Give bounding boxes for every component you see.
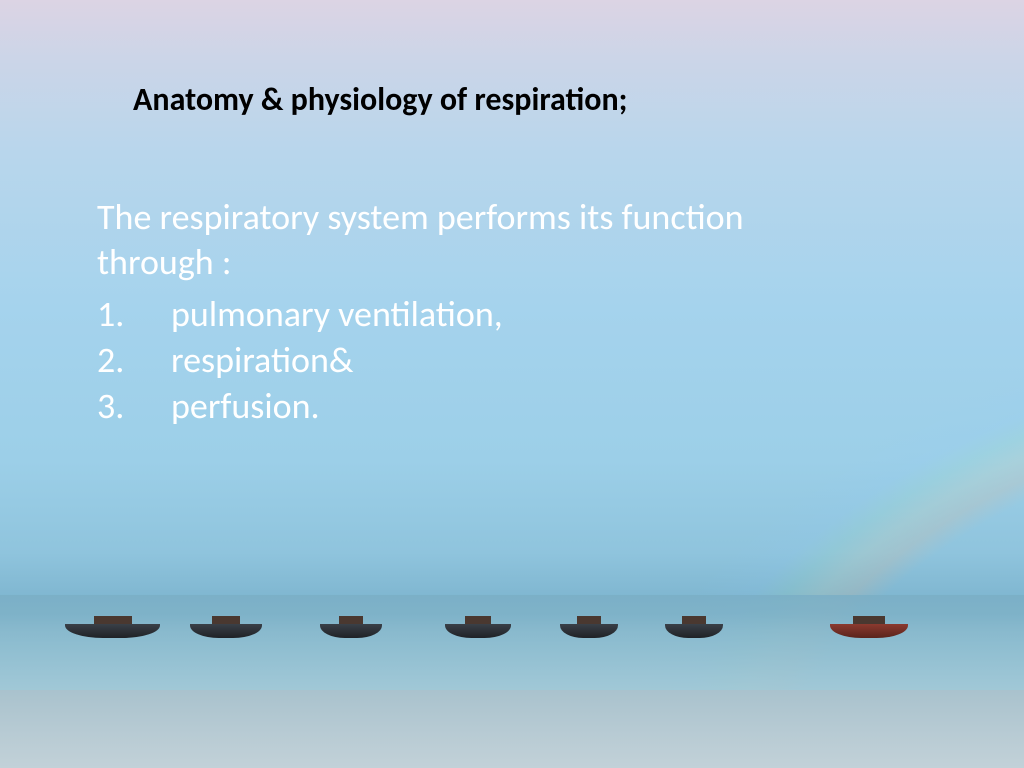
slide-title: Anatomy & physiology of respiration; xyxy=(133,80,627,119)
slide: Anatomy & physiology of respiration; The… xyxy=(0,0,1024,768)
boat-icon xyxy=(560,608,618,638)
list-number: 1. xyxy=(97,291,171,337)
boat-icon xyxy=(830,608,908,638)
boat-icon xyxy=(65,608,160,638)
sand-band xyxy=(0,690,1024,768)
numbered-list: 1.pulmonary ventilation,2.respiration&3.… xyxy=(97,291,503,429)
list-text: respiration& xyxy=(171,337,503,383)
list-item: 2.respiration& xyxy=(97,337,503,383)
list-text: pulmonary ventilation, xyxy=(171,291,503,337)
list-item: 1.pulmonary ventilation, xyxy=(97,291,503,337)
boat-icon xyxy=(320,608,382,638)
boat-icon xyxy=(445,608,511,638)
boat-icon xyxy=(190,608,262,638)
list-number: 2. xyxy=(97,337,171,383)
list-text: perfusion. xyxy=(171,383,503,429)
list-number: 3. xyxy=(97,383,171,429)
list-item: 3.perfusion. xyxy=(97,383,503,429)
boat-icon xyxy=(665,608,723,638)
intro-text: The respiratory system performs its func… xyxy=(97,195,817,285)
